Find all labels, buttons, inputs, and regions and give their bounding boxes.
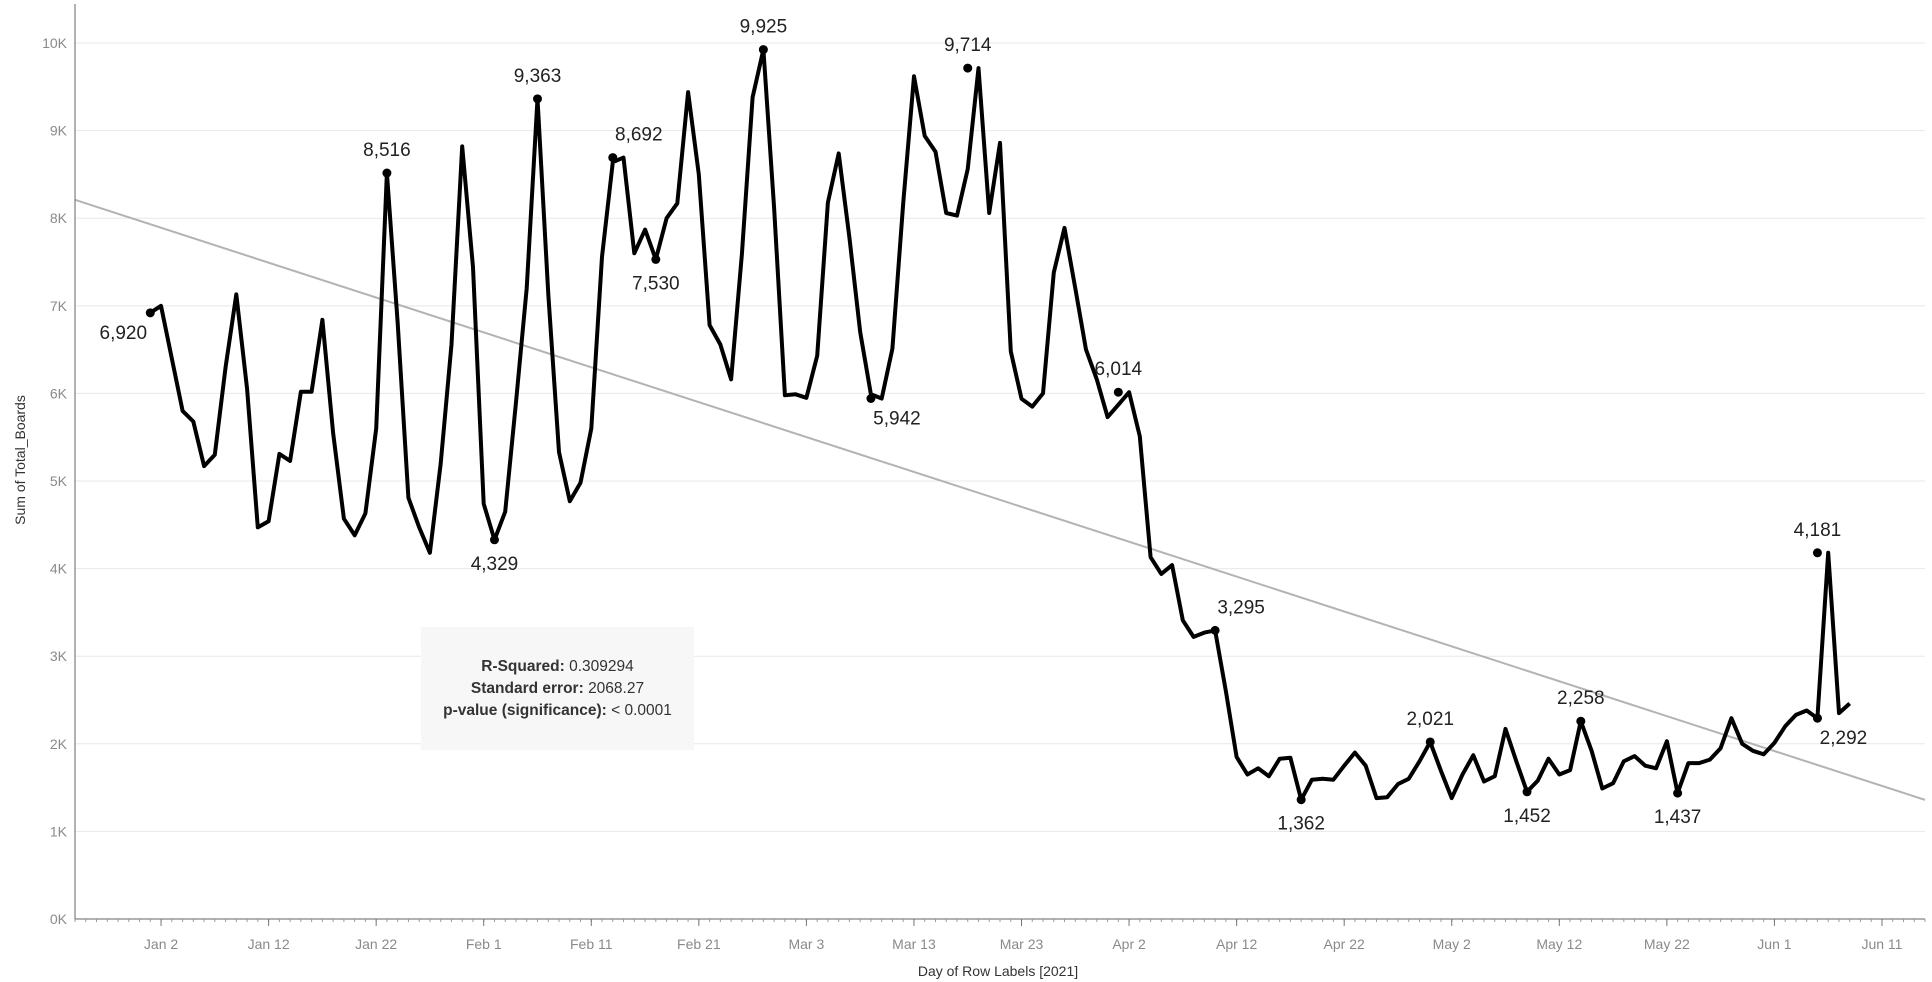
p-value-label: p-value (significance): <box>443 701 607 719</box>
data-point-marker <box>1812 713 1822 723</box>
data-label: 9,714 <box>944 35 992 56</box>
data-label: 5,942 <box>873 409 921 430</box>
data-label: 7,530 <box>632 273 680 294</box>
data-point-marker <box>533 94 542 104</box>
data-point-marker <box>758 45 768 55</box>
y-tick-label: 2K <box>50 736 68 752</box>
data-point-marker <box>1522 787 1532 797</box>
data-label: 9,925 <box>740 17 788 38</box>
y-axis-title: Sum of Total_Boards <box>12 395 28 525</box>
data-markers: 6,920 8,516 4,329 9,363 8,692 7,530 9,925 5,942… <box>100 17 1868 835</box>
data-label: 6,920 <box>100 323 148 344</box>
data-point-marker <box>1113 387 1123 397</box>
std-error-label: Standard error: <box>470 679 584 697</box>
y-tick-label: 5K <box>50 473 68 489</box>
x-tick-label: Apr 22 <box>1324 936 1365 952</box>
x-tick-label: Jan 12 <box>248 936 290 952</box>
x-tick-label: Jun 11 <box>1861 936 1902 952</box>
y-tick-label: 0K <box>50 911 68 927</box>
y-tick-label: 1K <box>50 823 68 839</box>
x-tick-label: Mar 13 <box>892 936 936 952</box>
data-label: 4,181 <box>1794 520 1842 541</box>
data-point-marker <box>1576 716 1586 726</box>
data-point-marker <box>1210 625 1220 635</box>
y-tick-label: 8K <box>50 210 68 226</box>
regression-stats-box: R-Squared: 0.309294 Standard error: 2068… <box>421 627 694 750</box>
r-squared-label: R-Squared: <box>481 657 565 675</box>
x-tick-label: Feb 1 <box>466 936 502 952</box>
data-point-marker <box>1296 795 1306 805</box>
data-label: 1,362 <box>1277 814 1325 835</box>
data-label: 2,021 <box>1406 709 1454 730</box>
std-error-value: 2068.27 <box>588 679 645 697</box>
data-point-marker <box>1673 788 1683 798</box>
std-error-row: Standard error: 2068.27 <box>471 678 644 700</box>
data-label: 8,692 <box>615 125 663 146</box>
x-tick-label: Apr 2 <box>1112 936 1146 952</box>
y-tick-label: 4K <box>50 561 68 577</box>
data-point-marker <box>489 535 499 545</box>
x-tick-label: Jan 2 <box>144 936 178 952</box>
p-value-row: p-value (significance): < 0.0001 <box>443 700 672 722</box>
x-tick-label: May 2 <box>1433 936 1471 952</box>
y-tick-label: 7K <box>50 298 68 314</box>
y-tick-label: 3K <box>50 648 68 664</box>
trend-line <box>74 198 1926 801</box>
data-point-marker <box>1812 548 1822 558</box>
data-label: 2,258 <box>1557 688 1605 709</box>
x-tick-label: Feb 21 <box>677 936 721 952</box>
x-tick-label: May 22 <box>1644 936 1690 952</box>
series-line <box>149 47 1852 802</box>
data-point-marker <box>866 394 876 404</box>
data-point-marker <box>963 63 973 73</box>
y-tick-label: 6K <box>50 385 68 401</box>
p-value-value: < 0.0001 <box>611 701 672 719</box>
data-point-marker <box>145 308 155 318</box>
data-point-marker <box>382 168 392 178</box>
data-label: 1,452 <box>1503 806 1551 827</box>
data-label: 6,014 <box>1095 359 1143 380</box>
data-point-marker <box>1425 737 1435 747</box>
data-label: 4,329 <box>471 554 519 575</box>
data-label: 3,295 <box>1217 597 1265 618</box>
data-label: 1,437 <box>1654 807 1702 828</box>
y-axis-ticks: 0K 1K 2K 3K 4K 5K 6K 7K 8K 9K 10K <box>42 35 68 927</box>
x-tick-label: Apr 12 <box>1216 936 1257 952</box>
x-tick-label: Feb 11 <box>570 936 613 952</box>
r-squared-row: R-Squared: 0.309294 <box>481 656 634 678</box>
data-label: 9,363 <box>514 66 562 87</box>
x-tick-label: Jun 1 <box>1757 936 1791 952</box>
x-tick-label: Mar 3 <box>788 936 824 952</box>
data-label: 2,292 <box>1820 728 1868 749</box>
x-tick-label: Mar 23 <box>1000 936 1044 952</box>
x-axis-title: Day of Row Labels [2021] <box>918 963 1078 979</box>
data-point-marker <box>651 254 661 264</box>
axes <box>74 4 1926 926</box>
y-tick-label: 9K <box>50 123 68 139</box>
y-tick-label: 10K <box>42 35 68 51</box>
x-tick-label: May 12 <box>1536 936 1582 952</box>
r-squared-value: 0.309294 <box>569 657 634 675</box>
gridlines <box>75 42 1925 920</box>
x-axis-ticks: Jan 2 Jan 12 Jan 22 Feb 1 Feb 11 Feb 21 Mar 3 M… <box>144 936 1903 952</box>
data-point-marker <box>608 153 618 163</box>
data-label: 8,516 <box>363 140 411 161</box>
x-tick-label: Jan 22 <box>355 936 397 952</box>
